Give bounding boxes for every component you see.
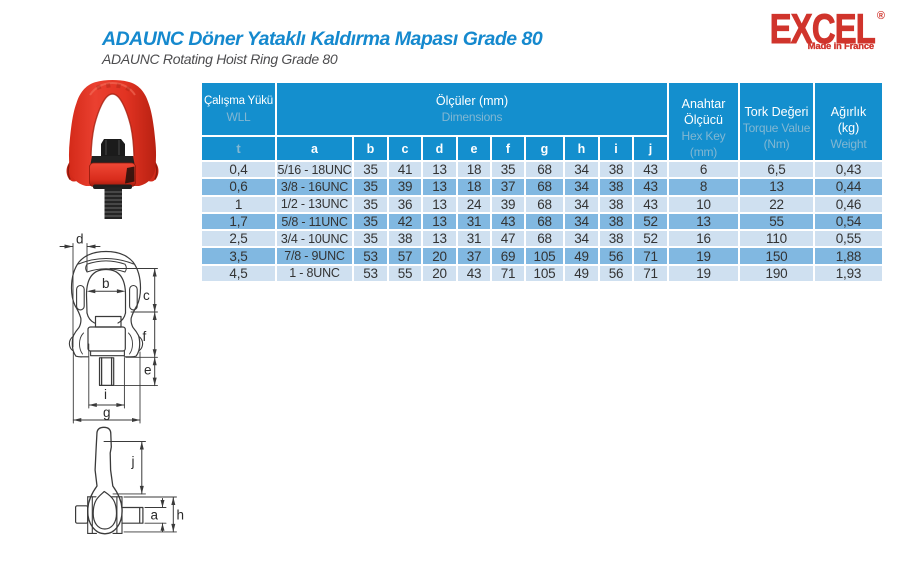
- svg-text:d: d: [76, 232, 84, 247]
- svg-text:g: g: [103, 405, 111, 420]
- svg-text:b: b: [102, 276, 110, 291]
- svg-text:c: c: [143, 288, 150, 303]
- svg-text:j: j: [131, 454, 135, 469]
- svg-text:e: e: [144, 363, 152, 378]
- svg-text:h: h: [177, 508, 185, 523]
- svg-text:f: f: [143, 329, 147, 344]
- svg-text:a: a: [151, 508, 159, 523]
- svg-text:i: i: [104, 387, 107, 402]
